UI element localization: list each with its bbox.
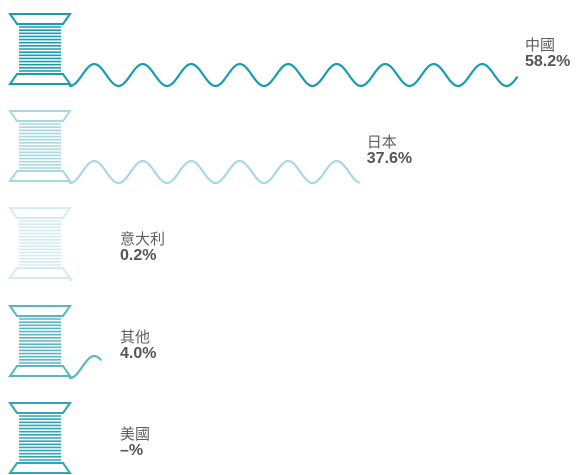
category-label: 意大利 (120, 231, 166, 248)
row-label-3: 意大利 0.2% (120, 232, 165, 265)
spool-bottom-flange (8, 365, 72, 377)
category-label: 其他 (120, 329, 151, 346)
spool-bottom-flange (8, 170, 72, 182)
spool-row-5 (8, 402, 72, 474)
value-label: –% (120, 441, 144, 459)
spool-row-1 (8, 13, 519, 88)
spool-top-flange (8, 13, 72, 25)
thread-wave-1 (68, 62, 519, 88)
row-label-1: 中國 58.2% (525, 38, 570, 71)
spool-bottom-flange (8, 267, 72, 279)
spool-thread-lines (19, 220, 61, 266)
spool-top-flange (8, 110, 72, 122)
category-label: 中國 (525, 37, 556, 54)
value-label: 37.6% (366, 149, 413, 167)
spool-thread-lines (19, 318, 61, 364)
row-label-5: 美國 –% (120, 427, 150, 460)
spool-bottom-flange (8, 462, 72, 474)
value-label: 4.0% (120, 344, 157, 362)
category-label: 美國 (120, 426, 151, 443)
row-label-4: 其他 4.0% (120, 330, 156, 363)
spool-bottom-flange (8, 73, 72, 85)
value-label: 58.2% (525, 52, 571, 70)
spool-top-flange (8, 207, 72, 219)
spool-top-flange (8, 305, 72, 317)
row-label-2: 日本 37.6% (367, 135, 412, 168)
spool-row-2 (8, 110, 360, 185)
thread-wave-2 (68, 159, 360, 185)
spool-top-flange (8, 402, 72, 414)
spool-thread-lines (19, 26, 61, 72)
spool-row-4 (8, 305, 102, 380)
spool-row-3 (8, 207, 73, 282)
thread-wave-4 (68, 354, 102, 380)
value-label: 0.2% (120, 246, 157, 264)
spool-thread-lines (19, 415, 61, 461)
category-label: 日本 (366, 134, 397, 151)
spool-thread-lines (19, 123, 61, 169)
